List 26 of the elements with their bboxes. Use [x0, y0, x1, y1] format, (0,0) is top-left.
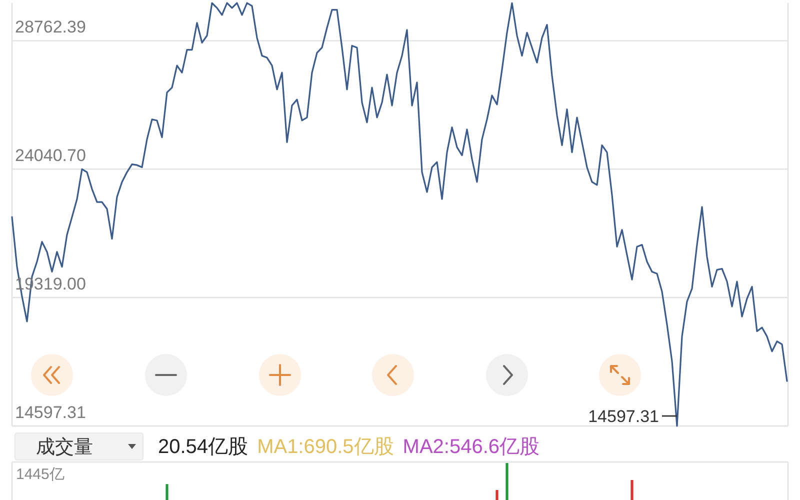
annotation: 1445亿	[16, 466, 64, 483]
chart-title: 成交量	[36, 436, 93, 458]
text: MA1:690.5亿股	[257, 436, 394, 458]
button-zoom-in[interactable]	[259, 354, 301, 396]
y-tick-label: 28762.39	[15, 18, 86, 37]
button-move-right[interactable]	[486, 354, 528, 396]
y-tick-label: 14597.31	[15, 403, 86, 422]
chevron-left-icon[interactable]	[387, 365, 397, 385]
bar	[506, 463, 508, 500]
bar	[166, 484, 168, 500]
text: 20.54亿股	[158, 436, 248, 458]
dropdown-indicator-selector[interactable]: 成交量	[14, 432, 144, 460]
double-chevron-left-icon[interactable]	[43, 366, 60, 384]
minus-icon[interactable]	[155, 374, 177, 376]
bar	[630, 480, 634, 500]
plus-icon[interactable]	[269, 364, 291, 386]
button-zoom-out[interactable]	[145, 354, 187, 396]
button-fullscreen[interactable]	[599, 354, 641, 396]
text: MA2:546.6亿股	[402, 436, 540, 458]
chevron-right-icon[interactable]	[503, 365, 513, 385]
expand-arrows-icon[interactable]	[610, 365, 630, 385]
button-scroll-to-start[interactable]	[31, 354, 73, 396]
button-move-left[interactable]	[372, 354, 414, 396]
bar	[496, 490, 498, 500]
annotation: 14597.31	[588, 407, 659, 426]
y-tick-label: 24040.70	[15, 146, 86, 166]
